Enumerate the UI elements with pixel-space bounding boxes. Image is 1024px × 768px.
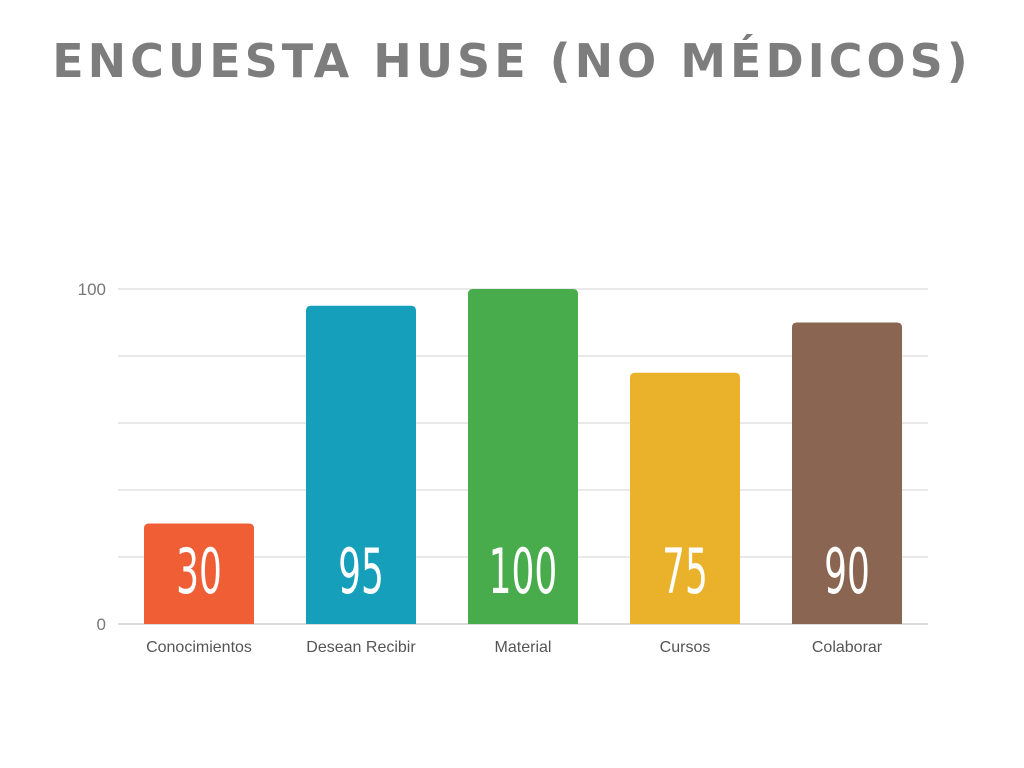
bar-value-label: 100 bbox=[489, 536, 558, 608]
category-label: Desean Recibir bbox=[306, 639, 416, 656]
bar bbox=[144, 523, 254, 624]
y-axis-ticks: 0 100 bbox=[78, 280, 106, 634]
value-labels: 30 95 100 75 90 bbox=[176, 536, 870, 608]
bars bbox=[144, 289, 902, 624]
category-label: Cursos bbox=[660, 639, 711, 656]
bar-value-label: 90 bbox=[824, 536, 870, 608]
chart-title: ENCUESTA HUSE (NO MÉDICOS) bbox=[52, 34, 972, 88]
y-tick-label: 100 bbox=[78, 280, 106, 299]
bar bbox=[468, 289, 578, 624]
y-tick-label: 0 bbox=[97, 615, 106, 634]
bar bbox=[792, 322, 902, 624]
category-label: Colaborar bbox=[812, 639, 883, 656]
bar bbox=[630, 372, 740, 624]
category-label: Material bbox=[495, 639, 552, 656]
bar-value-label: 75 bbox=[662, 536, 708, 608]
bar-value-label: 30 bbox=[176, 536, 222, 608]
bar-value-label: 95 bbox=[338, 536, 384, 608]
bar bbox=[306, 305, 416, 624]
category-labels: Conocimientos Desean Recibir Material Curso… bbox=[146, 639, 883, 656]
category-label: Conocimientos bbox=[146, 639, 252, 656]
